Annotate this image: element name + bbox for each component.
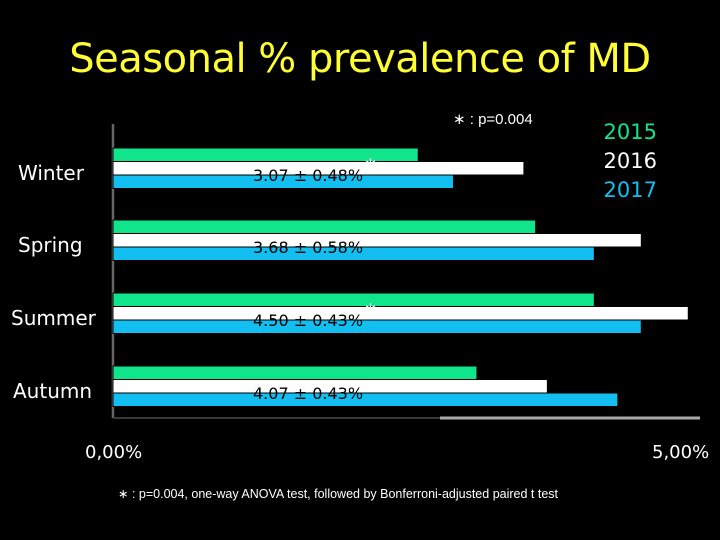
bar-value-label-winter: 3.07 ± 0.48% <box>253 166 363 185</box>
legend-item-2016: 2016 <box>603 149 657 173</box>
significance-star-summer: * <box>365 301 376 326</box>
bar-spring-2015 <box>112 219 537 234</box>
bar-value-labels: 3.07 ± 0.48% *3.68 ± 0.58%4.50 ± 0.43% *4.… <box>253 156 376 403</box>
category-labels: Winter Spring Summer Autumn <box>11 161 97 403</box>
category-label-winter: Winter <box>18 161 85 185</box>
legend-item-2017: 2017 <box>603 178 657 202</box>
bar-spring-2016 <box>112 233 642 248</box>
x-tick-label-min: 0,00% <box>85 442 143 463</box>
bars <box>112 147 689 407</box>
bar-value-label-spring: 3.68 ± 0.58% <box>253 238 363 257</box>
bar-autumn-2015 <box>112 365 478 380</box>
bar-autumn-2017 <box>112 392 619 407</box>
significance-star-winter: * <box>365 156 376 181</box>
chart-title: Seasonal % prevalence of MD <box>69 36 651 82</box>
bar-value-label-autumn: 4.07 ± 0.43% <box>253 384 363 403</box>
category-label-summer: Summer <box>11 306 97 330</box>
bar-summer-2016 <box>112 306 689 321</box>
bar-winter-2017 <box>112 174 454 189</box>
bar-summer-2015 <box>112 292 595 307</box>
legend: 2015 2016 2017 <box>585 118 657 205</box>
footnote: ∗ : p=0.004, one-way ANOVA test, followe… <box>118 487 559 501</box>
category-label-autumn: Autumn <box>13 379 92 403</box>
category-label-spring: Spring <box>18 233 83 257</box>
bar-summer-2017 <box>112 319 642 334</box>
x-tick-label-max: 5,00% <box>652 442 710 463</box>
bar-value-label-summer: 4.50 ± 0.43% <box>253 311 363 330</box>
bar-spring-2017 <box>112 246 595 261</box>
legend-item-2015: 2015 <box>603 120 657 144</box>
significance-note: ∗ : p=0.004 <box>453 111 533 128</box>
